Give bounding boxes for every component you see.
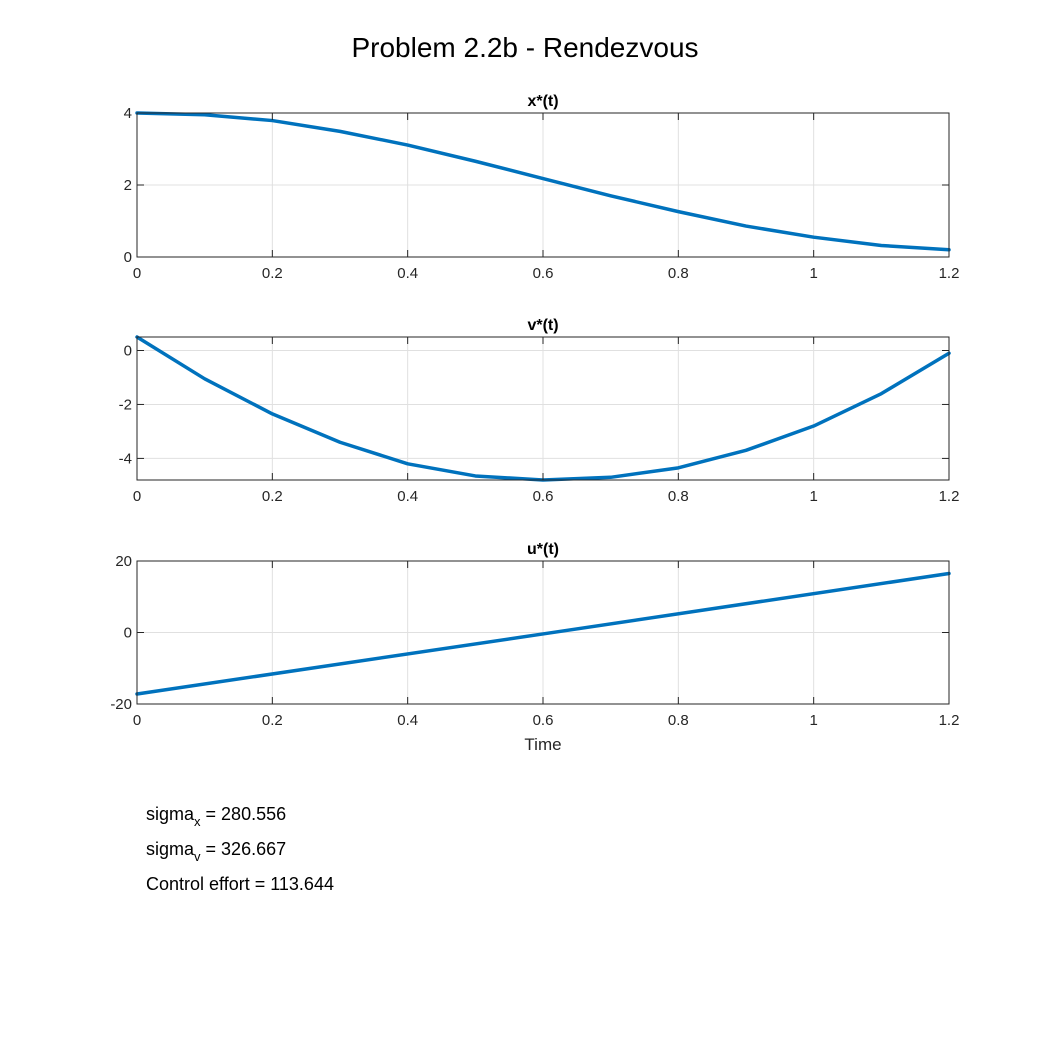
plot-2-ytick-label-2: 0 [124, 342, 132, 359]
plot-1-xtick-label-5: 1 [809, 265, 817, 282]
plot-2-xtick-label-1: 0.2 [262, 488, 283, 505]
plot-3-xtick-label-2: 0.4 [397, 712, 418, 729]
plot-1-xtick-label-3: 0.6 [533, 265, 554, 282]
plot-2-title: v*(t) [527, 317, 558, 334]
plot-3-ytick-label-0: -20 [110, 696, 132, 713]
plot-1-xtick-label-6: 1.2 [939, 265, 960, 282]
sigma-v-value: = 326.667 [205, 839, 287, 859]
plot-3-xtick-label-3: 0.6 [533, 712, 554, 729]
plot-3-title: u*(t) [527, 541, 559, 558]
plot-1-ytick-label-0: 0 [124, 249, 132, 266]
plot-3-xtick-label-0: 0 [133, 712, 141, 729]
figure-title: Problem 2.2b - Rendezvous [351, 32, 699, 63]
sigma-v-name: sigma [146, 839, 195, 859]
sigma-x-value: = 280.556 [205, 804, 287, 824]
plot-1-ytick-label-1: 2 [124, 177, 132, 194]
plot-3-xlabel: Time [524, 735, 561, 754]
plot-2-ytick-label-1: -2 [119, 396, 132, 413]
sigma-x-subscript: x [194, 814, 201, 829]
plot-2-ytick-label-0: -4 [119, 450, 132, 467]
plot-3-series-line-0 [135, 571, 951, 696]
plot-1-xtick-label-1: 0.2 [262, 265, 283, 282]
plot-3-xtick-label-1: 0.2 [262, 712, 283, 729]
plot-1-xtick-label-2: 0.4 [397, 265, 418, 282]
plot-2-xtick-label-0: 0 [133, 488, 141, 505]
sigma-x-name: sigma [146, 804, 195, 824]
plot-2-xtick-label-2: 0.4 [397, 488, 418, 505]
plot-2-xtick-label-4: 0.8 [668, 488, 689, 505]
sigma-v-readout: sigmav = 326.667 [146, 839, 286, 864]
sigma-x-readout: sigmax = 280.556 [146, 804, 286, 829]
plot-3-ytick-label-2: 20 [115, 553, 132, 570]
sigma-v-subscript: v [194, 849, 201, 864]
plot-3-xtick-label-5: 1 [809, 712, 817, 729]
plot-2-xtick-label-5: 1 [809, 488, 817, 505]
plot-3-xtick-label-4: 0.8 [668, 712, 689, 729]
control-effort-readout: Control effort = 113.644 [146, 874, 334, 894]
plot-2-xtick-label-3: 0.6 [533, 488, 554, 505]
plot-1-title: x*(t) [527, 93, 558, 110]
plot-1-xtick-label-0: 0 [133, 265, 141, 282]
plot-1-xtick-label-4: 0.8 [668, 265, 689, 282]
plot-1-ytick-label-2: 4 [124, 105, 132, 122]
plot-2-xtick-label-6: 1.2 [939, 488, 960, 505]
plot-3-xtick-label-6: 1.2 [939, 712, 960, 729]
plot-1-series-line-0 [135, 111, 951, 252]
plot-3-ytick-label-1: 0 [124, 625, 132, 642]
